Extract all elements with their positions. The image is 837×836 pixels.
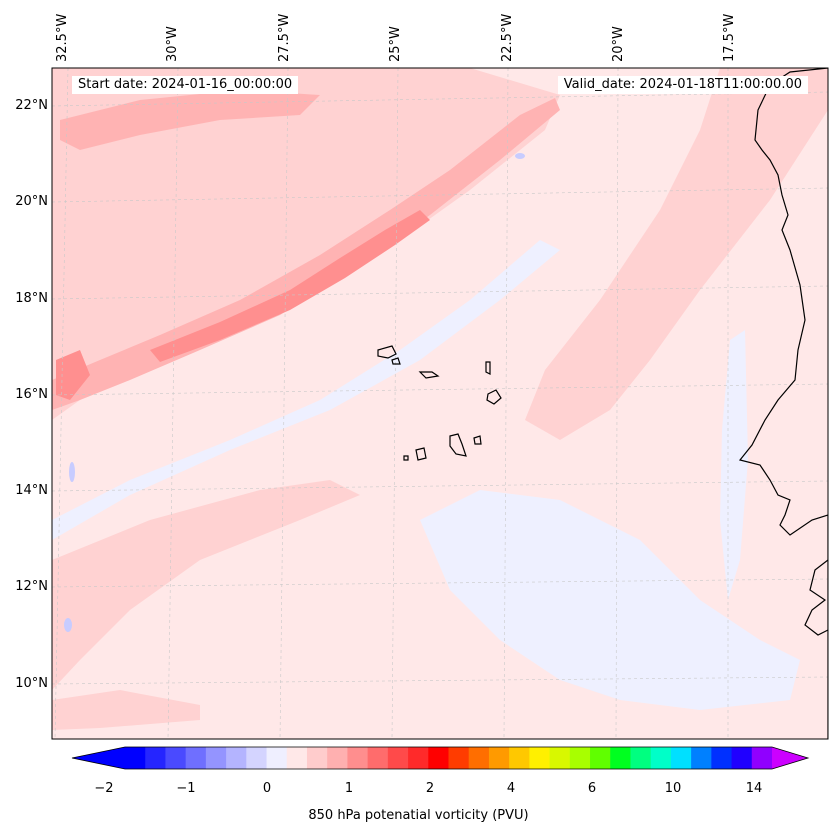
start-date-label: Start date: 2024-01-16_00:00:00 <box>72 76 299 94</box>
colorbar-tick-label: 1 <box>344 781 354 796</box>
colorbar-swatch <box>306 747 328 769</box>
pv-contour-light-blue-band <box>52 240 560 540</box>
colorbar-swatch <box>731 747 753 769</box>
colorbar-outline <box>71 746 810 770</box>
island-brava <box>403 455 409 461</box>
pv-contour-blue-spot <box>515 153 525 159</box>
latitude-label: 18°N <box>15 291 48 306</box>
map-canvas <box>51 67 829 740</box>
africa-coastline-south <box>804 559 828 636</box>
pv-contour-light-blue-east <box>720 330 748 600</box>
colorbar-tick-label: −1 <box>176 781 196 796</box>
colorbar-swatch <box>691 747 712 769</box>
colorbar-swatch <box>670 747 692 769</box>
colorbar-tick-label: 0 <box>262 781 272 796</box>
colorbar-swatch <box>165 747 187 769</box>
pv-contour-blue-spot <box>64 618 72 632</box>
longitude-label: 32.5°W <box>55 13 70 62</box>
pv-contour-light-pink-southwest-2 <box>52 690 200 730</box>
colorbar-tick-label: 6 <box>587 781 597 796</box>
pv-contour-blue-spot <box>69 462 75 482</box>
colorbar-swatch <box>246 747 268 769</box>
colorbar-tick-label: 4 <box>506 781 516 796</box>
colorbar-swatch <box>650 747 672 769</box>
colorbar-swatch <box>509 747 530 769</box>
colorbar-swatch <box>488 747 510 769</box>
africa-coastline <box>738 68 828 739</box>
latitude-label: 20°N <box>15 194 48 209</box>
colorbar-swatch <box>468 747 490 769</box>
colorbar-swatch <box>327 747 348 769</box>
pv-contour-light-blue-south <box>420 490 800 710</box>
colorbar-swatch <box>529 747 551 769</box>
latitude-label: 16°N <box>15 387 48 402</box>
latitude-label: 14°N <box>15 483 48 498</box>
pv-contour-dark-pink-core <box>150 210 430 362</box>
colorbar-swatch <box>569 747 591 769</box>
colorbar-swatch <box>590 747 611 769</box>
colorbar-swatch <box>549 747 571 769</box>
colorbar-swatch <box>226 747 247 769</box>
colorbar-swatch <box>428 747 449 769</box>
island-sao-nicolau <box>418 371 440 379</box>
island-sao-vicente <box>391 357 401 365</box>
colorbar-swatch <box>448 747 470 769</box>
colorbar-swatch <box>367 747 389 769</box>
island-fogo <box>415 447 427 461</box>
colorbar-tick-label: −2 <box>94 781 114 796</box>
colorbar <box>71 746 810 770</box>
graticule <box>52 68 828 739</box>
colorbar-swatch <box>145 747 166 769</box>
colorbar-swatch <box>408 747 429 769</box>
colorbar-swatch <box>610 747 631 769</box>
colorbar-tick-label: 2 <box>425 781 435 796</box>
colorbar-swatch <box>630 747 652 769</box>
colorbar-swatch <box>205 747 227 769</box>
latitude-label: 10°N <box>15 676 48 691</box>
pv-contour-light-pink-east-band <box>525 68 828 440</box>
latitude-label: 12°N <box>15 579 48 594</box>
longitude-label: 22.5°W <box>500 13 515 62</box>
longitude-label: 27.5°W <box>277 13 292 62</box>
longitude-label: 30°W <box>165 26 180 62</box>
latitude-label: 22°N <box>15 98 48 113</box>
valid-date-label: Valid_date: 2024-01-18T11:00:00.00 <box>557 76 808 94</box>
island-maio <box>473 435 482 445</box>
colorbar-swatch <box>387 747 409 769</box>
colorbar-swatch <box>185 747 207 769</box>
colorbar-swatch <box>711 747 733 769</box>
colorbar-title: 850 hPa potenatial vorticity (PVU) <box>308 808 529 823</box>
colorbar-swatch <box>347 747 369 769</box>
island-santo-antao <box>377 345 397 359</box>
pv-contour-light-pink-southwest <box>52 480 360 690</box>
longitude-label: 25°W <box>388 26 403 62</box>
colorbar-tick-label: 10 <box>664 781 682 796</box>
map-frame <box>51 67 829 740</box>
colorbar-tick-label: 14 <box>745 781 763 796</box>
longitude-label: 20°W <box>611 26 626 62</box>
island-boa-vista <box>486 389 502 405</box>
colorbar-swatch <box>125 747 146 769</box>
longitude-label: 17.5°W <box>722 13 737 62</box>
colorbar-swatch <box>751 747 773 769</box>
colorbar-swatch <box>286 747 308 769</box>
pv-contour-mid-pink-streak <box>52 98 560 410</box>
colorbar-extend-max <box>772 747 808 769</box>
island-sal <box>485 361 491 375</box>
pv-contour-dark-pink-west <box>56 350 90 400</box>
island-santiago <box>449 433 467 457</box>
pv-contour-mid-pink-northwest <box>60 90 320 150</box>
colorbar-swatch <box>266 747 288 769</box>
colorbar-extend-min <box>72 747 125 769</box>
